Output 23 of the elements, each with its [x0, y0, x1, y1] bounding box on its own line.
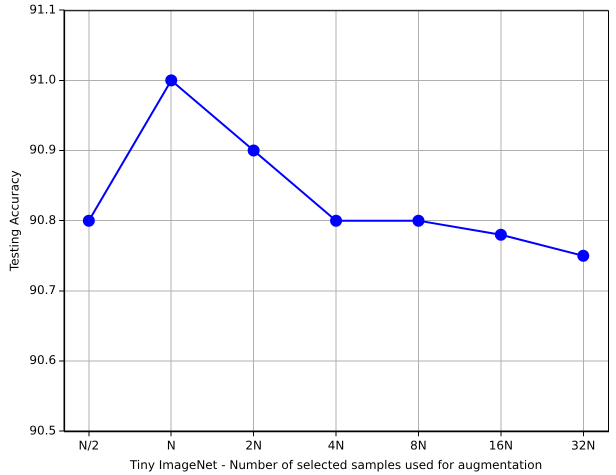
x-tick-label: 32N [571, 438, 596, 453]
point [494, 228, 507, 241]
point [412, 214, 424, 227]
point [165, 74, 178, 86]
y-axis-title: Testing Accuracy [7, 170, 22, 272]
y-tick-label: 90.9 [29, 142, 56, 157]
x-tick-label: 4N [328, 438, 344, 453]
x-tick-label: 8N [410, 438, 427, 453]
point [330, 214, 342, 227]
y-tick-label: 90.8 [29, 212, 56, 227]
x-tick-label: N [166, 438, 176, 453]
x-tick-label: 2N [245, 438, 262, 453]
point [577, 250, 590, 262]
y-tick-label: 91.1 [29, 2, 56, 16]
point [248, 144, 260, 157]
x-tick-label: 16N [488, 438, 513, 453]
y-tick-label: 90.7 [29, 282, 56, 297]
y-tick-label: 90.6 [29, 353, 56, 368]
x-axis-title: Tiny ImageNet - Number of selected samples used for augmentation [128, 458, 542, 472]
x-tick-label: N/2 [78, 438, 100, 453]
point [82, 214, 95, 227]
y-tick-label: 90.5 [29, 423, 56, 438]
y-tick-label: 91.0 [29, 72, 56, 86]
